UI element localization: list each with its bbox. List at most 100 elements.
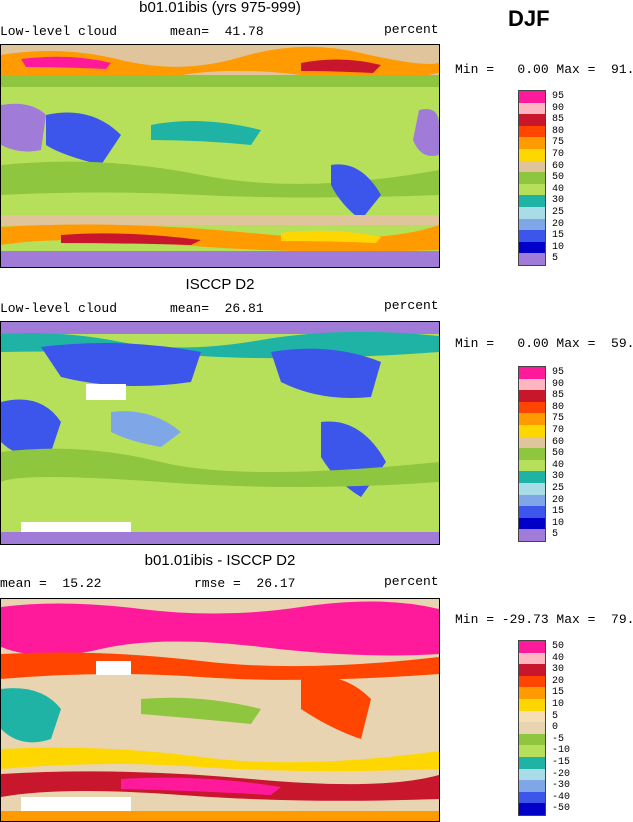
legend-swatch [519,768,545,781]
legend-label: 5 [552,529,559,541]
legend-swatch [519,102,545,115]
legend-label: 15 [552,506,565,518]
legend-swatch [519,436,545,449]
legend-label: 10 [552,698,565,710]
panel-2-mean-label: mean= 26.81 [170,301,264,316]
legend-swatch [519,675,545,688]
legend-swatch [519,459,545,472]
legend-swatch [519,367,545,379]
legend-label: -10 [552,745,571,757]
legend-label: 0 [552,722,559,734]
legend-swatch [519,494,545,507]
legend-label: 25 [552,482,565,494]
legend-swatch [519,471,545,483]
legend-label: 30 [552,664,565,676]
legend-swatch [519,780,545,792]
legend-swatch [519,710,545,723]
legend-swatch [519,114,545,126]
legend-label: 60 [552,436,565,448]
legend-label: -15 [552,756,571,768]
legend-swatch [519,390,545,402]
legend-swatch [519,125,545,138]
legend-label: -20 [552,768,571,780]
panel-1-units-label: percent [384,22,439,37]
legend-swatch [519,218,545,231]
panel-1-map [0,44,440,268]
legend-swatch [519,253,545,265]
legend-label: 75 [552,413,565,425]
legend-label: 95 [552,367,565,378]
legend-label: 40 [552,183,565,195]
panel-1-legend [518,90,546,266]
legend-swatch [519,506,545,518]
panel-1-variable-label: Low-level cloud [0,24,118,39]
legend-label: -30 [552,780,571,792]
legend-label: 75 [552,137,565,149]
legend-swatch [519,160,545,173]
legend-label: 10 [552,241,565,253]
legend-swatch [519,722,545,734]
legend-swatch [519,641,545,653]
legend-label: -40 [552,791,571,803]
panel-3-units-label: percent [384,574,439,589]
legend-swatch [519,482,545,495]
legend-label: 70 [552,424,565,436]
legend-label: 15 [552,230,565,242]
legend-label: 90 [552,378,565,390]
legend-swatch [519,698,545,711]
legend-label: 20 [552,218,565,230]
legend-label: 90 [552,102,565,114]
legend-label: 50 [552,172,565,184]
legend-swatch [519,791,545,804]
legend-label: 60 [552,160,565,172]
legend-swatch [519,230,545,242]
legend-swatch [519,664,545,676]
legend-label: 80 [552,401,565,413]
panel-3-title: b01.01ibis - ISCCP D2 [144,552,296,569]
legend-label: -5 [552,733,565,745]
legend-label: 10 [552,517,565,529]
panel-1-minmax: Min = 0.00 Max = 91.96 [455,62,633,77]
legend-label: 40 [552,652,565,664]
legend-swatch [519,91,545,103]
legend-swatch [519,529,545,541]
panel-3-minmax: Min = -29.73 Max = 79.21 [455,612,633,627]
panel-2-minmax: Min = 0.00 Max = 59.59 [455,336,633,351]
panel-3-map [0,598,440,822]
legend-swatch [519,448,545,460]
panel-1-mean-label: mean= 41.78 [170,24,264,39]
legend-label: 70 [552,148,565,160]
season-label: DJF [508,6,550,31]
panel-3-legend-labels: 50 40 30 20 15 10 5 0 -5 -10 -15 -20 -30 -40 -50 [552,641,570,815]
legend-label: 20 [552,675,565,687]
legend-swatch [519,756,545,769]
legend-swatch [519,183,545,196]
legend-swatch [519,745,545,757]
legend-label: 5 [552,253,559,265]
legend-swatch [519,687,545,699]
legend-swatch [519,652,545,665]
legend-swatch [519,401,545,414]
legend-swatch [519,378,545,391]
panel-2-units-label: percent [384,298,439,313]
legend-label: 95 [552,91,565,102]
legend-swatch [519,172,545,184]
legend-label: 40 [552,459,565,471]
legend-label: 30 [552,471,565,483]
legend-label: 50 [552,448,565,460]
legend-label: 5 [552,710,559,722]
legend-label: 25 [552,206,565,218]
panel-2-legend-labels: 95 90 85 80 75 70 60 50 40 30 25 20 15 10 5 [552,367,564,541]
legend-swatch [519,206,545,219]
legend-label: 50 [552,641,565,652]
panel-1-title: b01.01ibis (yrs 975-999) [139,0,301,16]
legend-swatch [519,424,545,437]
panel-2-title: ISCCP D2 [185,276,255,293]
panel-2-variable-label: Low-level cloud [0,301,118,316]
legend-label: 80 [552,125,565,137]
panel-3-legend [518,640,546,816]
legend-swatch [519,517,545,530]
legend-label: 85 [552,390,565,402]
legend-swatch [519,413,545,425]
legend-label: -50 [552,803,571,815]
